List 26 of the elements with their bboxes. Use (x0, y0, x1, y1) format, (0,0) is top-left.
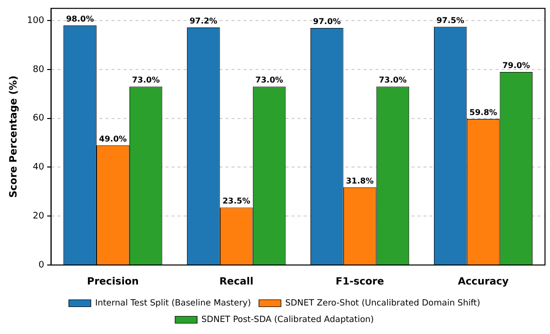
x-tick-label: Recall (219, 276, 254, 288)
legend-label: SDNET Zero-Shot (Uncalibrated Domain Shift) (285, 298, 480, 308)
y-tick-label: 0 (38, 260, 44, 270)
data-label: 73.0% (255, 76, 284, 85)
legend-label: Internal Test Split (Baseline Mastery) (95, 298, 251, 308)
data-label: 97.5% (436, 16, 464, 25)
data-label: 31.8% (346, 176, 374, 186)
x-tick-label: F1-score (336, 276, 384, 288)
x-tick-label: Precision (87, 276, 139, 288)
y-axis-title: Score Percentage (%) (8, 76, 20, 198)
data-label: 23.5% (222, 196, 250, 206)
data-label: 73.0% (378, 76, 407, 85)
y-tick-label: 60 (32, 114, 44, 124)
legend-label: SDNET Post-SDA (Calibrated Adaptation) (201, 314, 374, 325)
data-label: 49.0% (99, 134, 127, 144)
data-label: 97.0% (313, 17, 341, 26)
y-tick-label: 100 (26, 16, 44, 26)
data-label: 97.2% (190, 16, 218, 26)
data-label: 98.0% (66, 14, 94, 24)
data-label: 79.0% (502, 61, 530, 70)
y-tick-label: 80 (32, 64, 44, 75)
data-label: 73.0% (132, 76, 160, 85)
y-tick-label: 40 (32, 162, 44, 173)
x-tick-label: Accuracy (458, 276, 510, 288)
y-tick-label: 20 (32, 211, 44, 222)
data-label: 59.8% (469, 108, 498, 117)
